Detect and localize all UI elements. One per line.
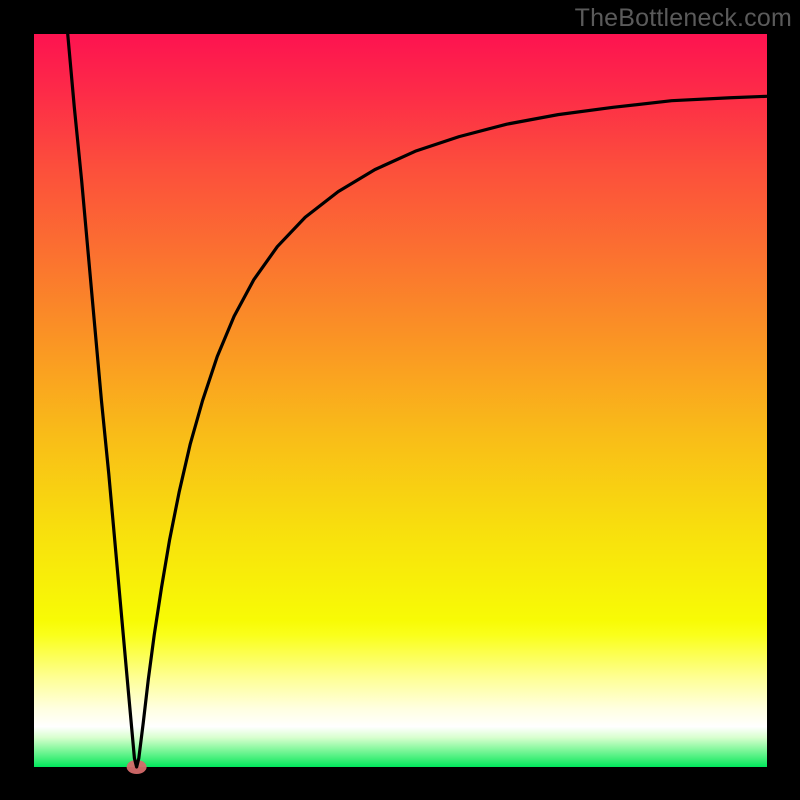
bottleneck-chart <box>0 0 800 800</box>
watermark-text: TheBottleneck.com <box>575 4 792 33</box>
plot-area <box>34 34 767 767</box>
chart-container: { "watermark": { "text": "TheBottleneck.… <box>0 0 800 800</box>
